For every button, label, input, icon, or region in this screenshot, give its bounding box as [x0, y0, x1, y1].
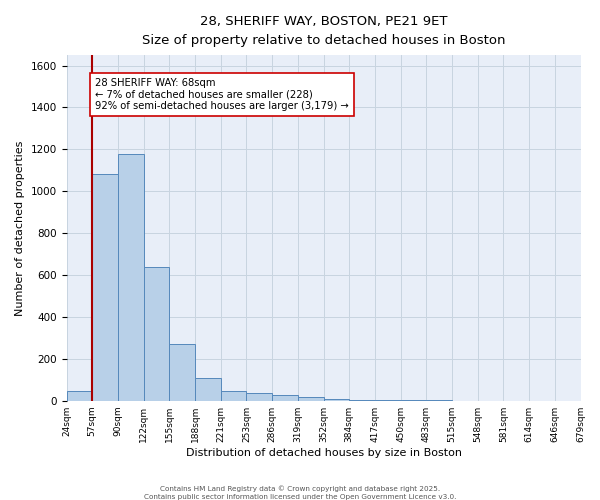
Bar	[169, 344, 195, 401]
Text: 28 SHERIFF WAY: 68sqm
← 7% of detached houses are smaller (228)
92% of semi-deta: 28 SHERIFF WAY: 68sqm ← 7% of detached h…	[95, 78, 349, 112]
Text: Contains public sector information licensed under the Open Government Licence v3: Contains public sector information licen…	[144, 494, 456, 500]
Bar	[67, 390, 92, 400]
Bar	[195, 378, 221, 400]
Bar	[298, 398, 323, 400]
Title: 28, SHERIFF WAY, BOSTON, PE21 9ET
Size of property relative to detached houses i: 28, SHERIFF WAY, BOSTON, PE21 9ET Size o…	[142, 15, 505, 47]
Bar	[221, 390, 247, 400]
Bar	[92, 174, 118, 400]
Text: Contains HM Land Registry data © Crown copyright and database right 2025.: Contains HM Land Registry data © Crown c…	[160, 486, 440, 492]
Bar	[143, 266, 169, 400]
X-axis label: Distribution of detached houses by size in Boston: Distribution of detached houses by size …	[185, 448, 461, 458]
Bar	[118, 154, 143, 400]
Bar	[323, 399, 349, 400]
Y-axis label: Number of detached properties: Number of detached properties	[15, 140, 25, 316]
Bar	[247, 394, 272, 400]
Bar	[272, 395, 298, 400]
